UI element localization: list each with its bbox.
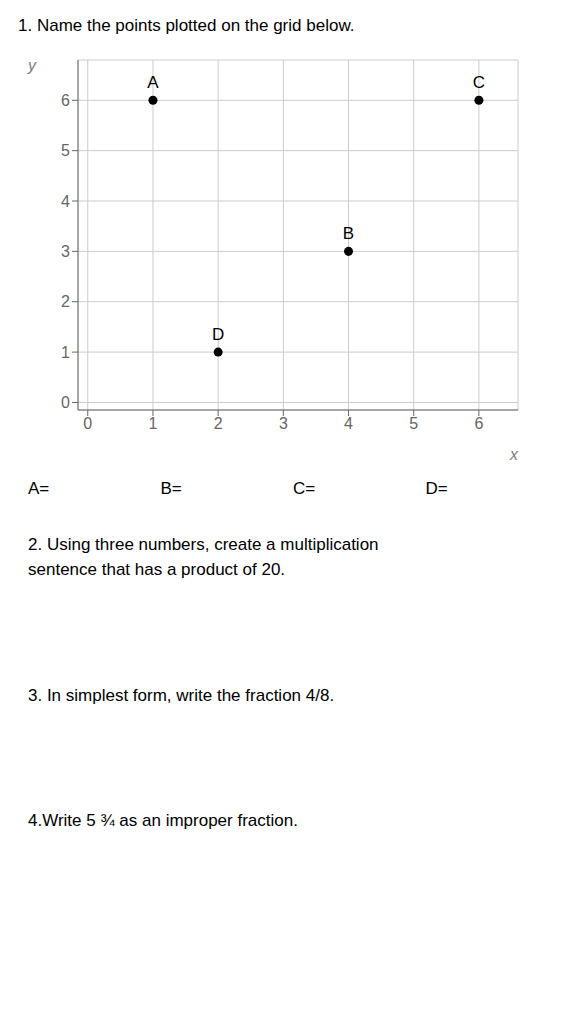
svg-text:6: 6 [474,415,483,432]
svg-text:1: 1 [61,344,70,361]
svg-text:3: 3 [61,243,70,260]
svg-text:4: 4 [344,415,353,432]
svg-text:3: 3 [279,415,288,432]
svg-text:1: 1 [149,415,158,432]
svg-text:5: 5 [409,415,418,432]
svg-text:2: 2 [61,293,70,310]
html-text:2. Using three numbers, create: 2. Using three numbers, create a multipl… [28,534,379,579]
svg-text:D: D [212,325,224,344]
html-text:1. Name the points plotted on: 1. Name the points plotted on the grid b… [18,16,355,35]
svg-text:5: 5 [61,142,70,159]
svg-text:2: 2 [214,415,223,432]
svg-text:B: B [343,224,354,243]
html-text:C=: C= [293,479,316,498]
html-text:3. In simplest form, write the: 3. In simplest form, write the fraction … [28,685,335,705]
html-text:A=: A= [28,479,50,498]
svg-text:y: y [27,57,37,74]
svg-text:A: A [147,73,159,92]
html-text:D=: D= [425,479,448,498]
svg-text:4: 4 [61,193,70,210]
html-text:4.Write 5 ¾ as an improper fra: 4.Write 5 ¾ as an improper fraction. [28,811,298,830]
svg-text:C: C [473,73,485,92]
svg-text:0: 0 [83,415,92,432]
html-text:B=: B= [160,479,182,498]
svg-text:0: 0 [61,394,70,411]
svg-text:6: 6 [61,92,70,109]
svg-text:x: x [509,446,519,463]
